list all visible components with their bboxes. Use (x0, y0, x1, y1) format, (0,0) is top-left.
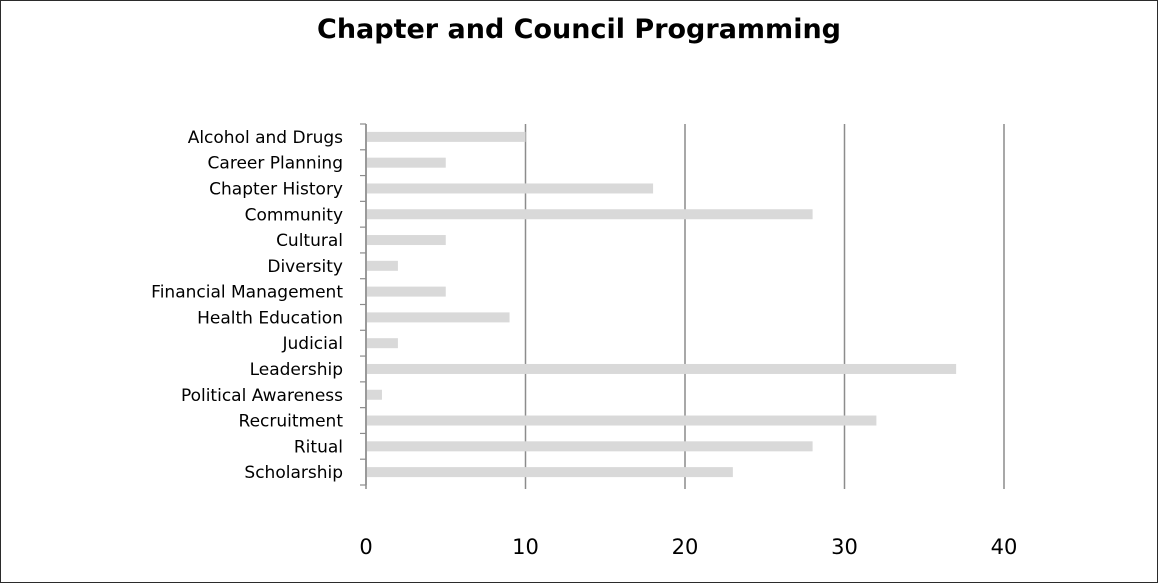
category-label: Leadership (250, 360, 343, 380)
bar (367, 467, 733, 478)
bar (367, 260, 398, 271)
category-label: Scholarship (244, 463, 343, 483)
x-tick-label: 20 (672, 535, 699, 559)
bar (367, 235, 446, 246)
category-label: Career Planning (208, 154, 343, 174)
category-label: Political Awareness (181, 386, 343, 406)
bar (367, 441, 813, 452)
category-label: Ritual (294, 437, 343, 457)
bar (367, 157, 446, 168)
category-label: Health Education (197, 308, 343, 328)
category-label: Diversity (267, 257, 343, 277)
bar (367, 131, 526, 142)
bar (367, 312, 510, 323)
x-tick-label: 40 (991, 535, 1018, 559)
x-tick-label: 0 (359, 535, 372, 559)
category-label: Community (245, 205, 343, 225)
bar (367, 389, 382, 400)
bar (367, 363, 957, 374)
bar (367, 209, 813, 220)
category-label: Cultural (276, 231, 343, 251)
category-label: Recruitment (239, 412, 344, 432)
bar (367, 286, 446, 297)
bar (367, 415, 877, 426)
bar (367, 338, 398, 349)
category-label: Alcohol and Drugs (188, 128, 343, 148)
chart-title: Chapter and Council Programming (317, 14, 841, 45)
category-label: Judicial (281, 334, 343, 354)
category-label: Chapter History (209, 179, 343, 199)
x-tick-label: 30 (831, 535, 858, 559)
category-label: Financial Management (151, 283, 343, 303)
x-tick-label: 10 (512, 535, 539, 559)
bar (367, 183, 654, 194)
